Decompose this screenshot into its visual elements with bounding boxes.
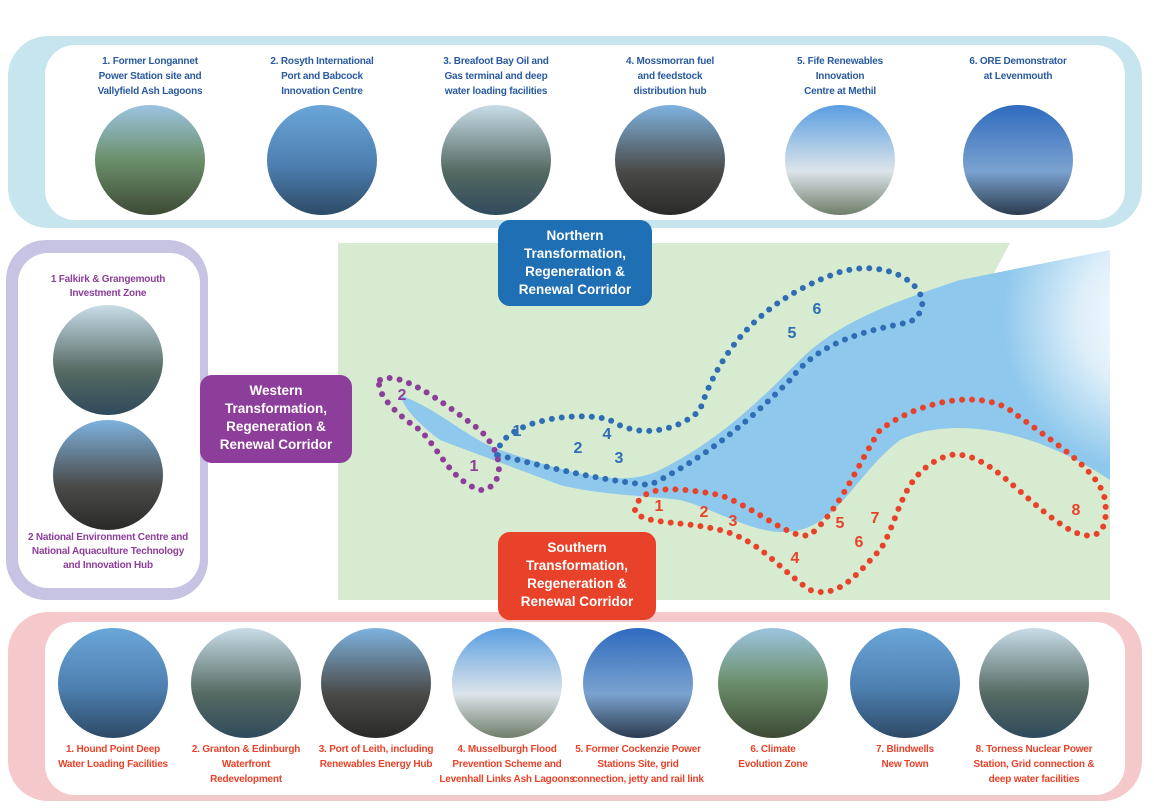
north-corridor-label: Northern [547,228,604,243]
south-map-number: 7 [871,510,880,527]
north-item-label: at Levenmouth [984,71,1053,82]
south-item-label: Levenhall Links Ash Lagoons [439,774,575,785]
north-corridor-label: Transformation, [524,246,626,261]
south-map-number: 8 [1072,502,1081,519]
north-item-label: 3. Breafoot Bay Oil and [443,56,549,67]
south-item-label: 7. Blindwells [876,744,935,755]
photo [53,420,163,530]
photo [95,105,205,215]
photo [58,628,168,738]
photo [53,305,163,415]
south-item-label: 4. Musselburgh Flood [457,744,556,755]
west-item-label: National Aquaculture Technology [32,546,185,557]
west-corridor-label: Renewal Corridor [220,437,333,452]
south-item-label: deep water facilities [989,774,1080,785]
north-map-number: 1 [513,423,522,440]
west-item-label: and Innovation Hub [63,560,153,571]
south-item-label: Water Loading Facilities [58,759,168,770]
infographic: 1. Former Longannet Power Station site an… [0,0,1154,803]
photo [850,628,960,738]
north-item-label: Vallyfield Ash Lagoons [98,86,203,97]
photo [583,628,693,738]
north-map-number: 3 [615,450,624,467]
north-map-number: 2 [574,440,583,457]
photo [979,628,1089,738]
photo [718,628,828,738]
photo [191,628,301,738]
north-item-label: Port and Babcock [281,71,363,82]
north-item-label: Gas terminal and deep [444,71,547,82]
photo [267,105,377,215]
south-item-label: Renewables Energy Hub [320,759,433,770]
west-corridor-label: Regeneration & [226,419,326,434]
north-item-label: Innovation Centre [281,86,363,97]
south-item-label: 8. Torness Nuclear Power [976,744,1093,755]
north-corridor-label: Renewal Corridor [519,282,632,297]
south-item-label: 3. Port of Leith, including [319,744,434,755]
south-map-number: 1 [655,498,664,515]
south-item-label: 6. Climate [750,744,796,755]
north-map-number: 6 [813,301,822,318]
south-corridor-label: Renewal Corridor [521,594,634,609]
south-item-label: Prevention Scheme and [452,759,561,770]
photo [441,105,551,215]
north-item-label: 4. Mossmorran fuel [626,56,715,67]
north-item-label: 1. Former Longannet [102,56,199,67]
sea-fade [900,240,1154,500]
photo [452,628,562,738]
south-item-label: Station, Grid connection & [974,759,1095,770]
north-item-label: water loading facilities [444,86,548,97]
north-item-label: Power Station site and [99,71,202,82]
photo [615,105,725,215]
south-item-label: Redevelopment [210,774,283,785]
west-item-label: Investment Zone [70,288,147,299]
south-map-number: 3 [729,513,738,530]
west-item-label: 1 Falkirk & Grangemouth [51,274,165,285]
south-item-label: 5. Former Cockenzie Power [575,744,701,755]
south-map-number: 5 [836,515,845,532]
south-item-label: Stations Site, grid [597,759,678,770]
north-item-label: distribution hub [634,86,707,97]
south-item-label: New Town [881,759,928,770]
south-item-label: connection, jetty and rail link [572,774,704,785]
west-map-number: 1 [470,458,479,475]
south-map-number: 4 [791,550,800,567]
south-item-label: 2. Granton & Edinburgh [192,744,300,755]
photo [321,628,431,738]
west-map-number: 2 [398,387,407,404]
north-item-label: 6. ORE Demonstrator [969,56,1067,67]
south-corridor-label: Southern [547,540,606,555]
north-item-label: Innovation [816,71,865,82]
south-corridor-label: Regeneration & [527,576,627,591]
west-item-label: 2 National Environment Centre and [28,532,188,543]
west-corridor-label: Transformation, [225,401,327,416]
north-item-label: 5. Fife Renewables [797,56,884,67]
south-corridor-label: Transformation, [526,558,628,573]
north-map-number: 4 [603,426,612,443]
south-item-label: Waterfront [222,759,271,770]
north-item-label: Centre at Methil [804,86,876,97]
north-corridor-label: Regeneration & [525,264,625,279]
north-item-label: 2. Rosyth International [270,56,374,67]
south-map-number: 2 [700,504,709,521]
west-corridor-label: Western [249,383,302,398]
north-map-number: 5 [788,325,797,342]
photo [785,105,895,215]
photo [963,105,1073,215]
north-item-label: and feedstock [638,71,703,82]
north-panel-inner [45,45,1125,220]
south-item-label: Evolution Zone [738,759,808,770]
south-item-label: 1. Hound Point Deep [66,744,160,755]
south-map-number: 6 [855,534,864,551]
